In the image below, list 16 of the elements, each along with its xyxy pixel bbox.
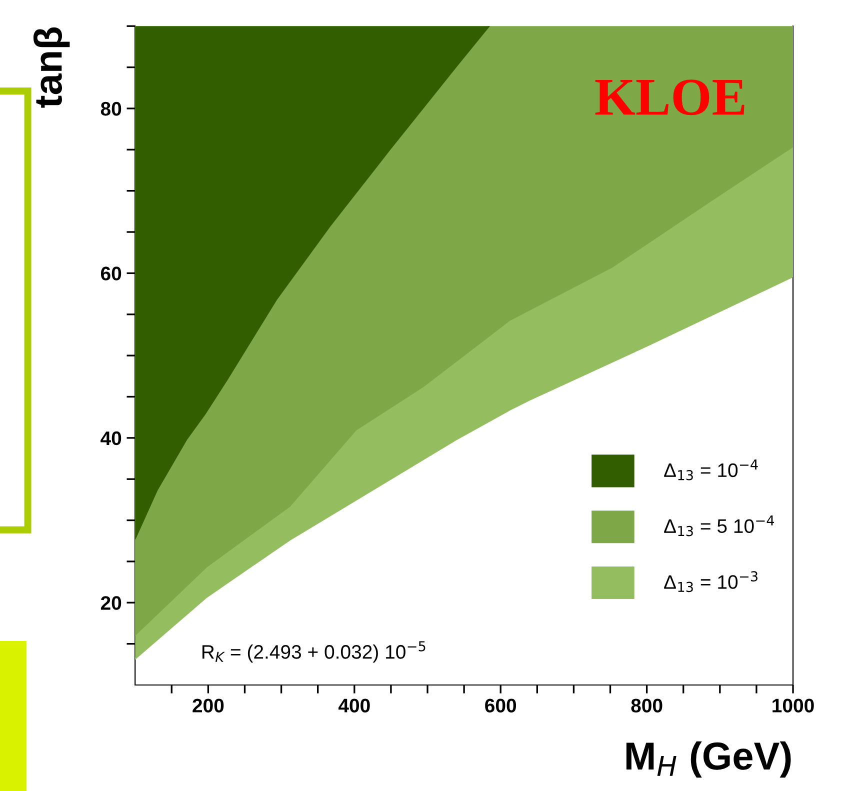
annotation: R$_{K}$ = (2.493 + 0.032) 10$^{−5}$ bbox=[202, 641, 426, 663]
legend-label: Δ$_{13}$ = 5 10$^{−4}$ bbox=[664, 515, 774, 536]
legend-label: Δ$_{13}$ = 10$^{−4}$ bbox=[664, 460, 758, 480]
y-tick-label: 80 bbox=[100, 102, 122, 116]
y-tick-label: 20 bbox=[100, 596, 122, 610]
y-tick-label: 60 bbox=[100, 266, 122, 280]
x-tick-label: 200 bbox=[192, 698, 224, 712]
x-axis-title: M$_{H}$ (GeV) bbox=[626, 741, 791, 778]
x-tick-label: 400 bbox=[338, 698, 370, 712]
y-axis-title: tanβ bbox=[33, 27, 70, 108]
y-tick-label: 40 bbox=[100, 431, 122, 446]
x-tick-label: 1000 bbox=[772, 698, 814, 712]
annotation: KLOE bbox=[595, 80, 744, 116]
legend-label: Δ$_{13}$ = 10$^{−3}$ bbox=[664, 571, 758, 592]
x-tick-label: 800 bbox=[631, 698, 662, 712]
x-tick-label: 600 bbox=[485, 698, 516, 712]
